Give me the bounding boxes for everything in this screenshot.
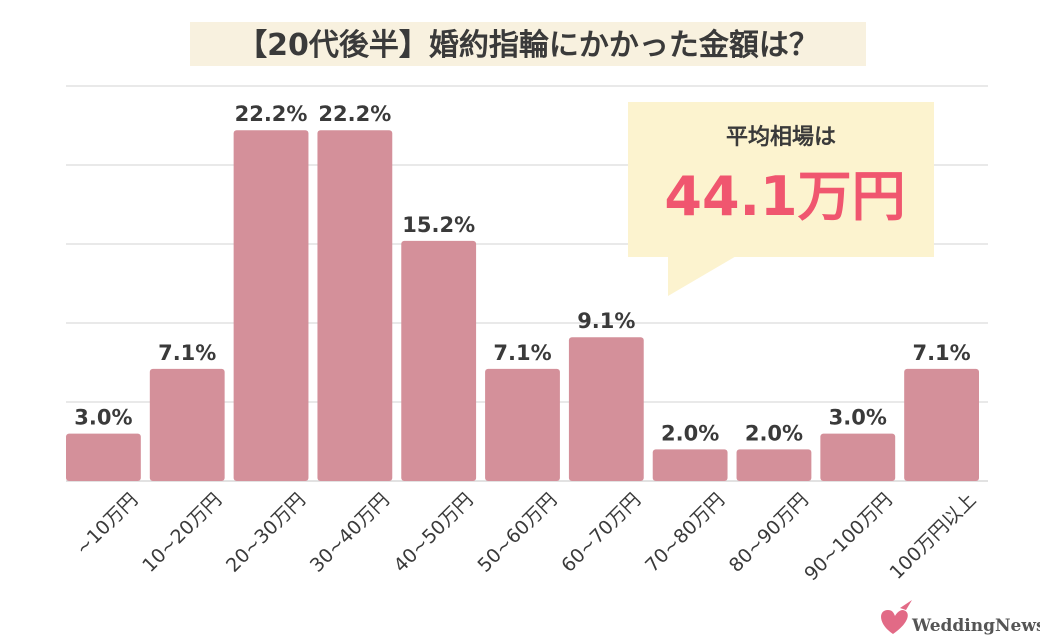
value-label-5: 15.2% <box>402 213 475 237</box>
bar-6 <box>485 368 560 481</box>
bars-group <box>66 130 979 482</box>
category-label-11: 100万円以上 <box>885 489 980 584</box>
category-label-2: 10~20万円 <box>138 489 226 577</box>
bar-9 <box>736 449 812 481</box>
bar-3 <box>233 130 309 482</box>
value-labels-group: 3.0% 7.1% 22.2% 22.2% 15.2% 7.1% 9.1% 2.0% 2.0% 3… <box>74 102 970 445</box>
category-label-5: 40~50万円 <box>390 489 478 577</box>
category-label-10: 90~100万円 <box>800 489 896 585</box>
value-label-4: 22.2% <box>318 102 391 126</box>
value-label-1: 3.0% <box>74 406 132 430</box>
category-label-1: ~10万円 <box>71 489 142 560</box>
dove-wing-shape <box>900 600 912 610</box>
value-label-6: 7.1% <box>493 341 551 365</box>
callout-value: 44.1万円 <box>664 165 905 228</box>
bar-2 <box>149 368 225 481</box>
brand-name: WeddingNews <box>911 616 1040 636</box>
value-label-9: 2.0% <box>745 421 803 445</box>
value-label-10: 3.0% <box>829 406 887 430</box>
title-highlight <box>190 22 866 66</box>
bar-5 <box>401 240 477 481</box>
category-label-4: 30~40万円 <box>306 489 394 577</box>
callout-heading: 平均相場は <box>726 124 836 150</box>
bar-1 <box>66 433 141 481</box>
category-label-6: 50~60万円 <box>473 489 561 577</box>
bar-7 <box>568 337 644 481</box>
category-ticks-group: ~10万円10~20万円20~30万円30~40万円40~50万円50~60万円… <box>71 489 980 585</box>
bar-11 <box>904 368 979 481</box>
bar-10 <box>820 433 896 481</box>
value-label-2: 7.1% <box>158 341 216 365</box>
value-label-11: 7.1% <box>912 341 970 365</box>
callout-box <box>628 102 934 257</box>
bar-4 <box>317 130 393 482</box>
value-label-7: 9.1% <box>577 309 635 333</box>
brand-logo: WeddingNews <box>881 600 1040 636</box>
category-label-7: 60~70万円 <box>557 489 645 577</box>
value-label-8: 2.0% <box>661 421 719 445</box>
chart-title: 【20代後半】婚約指輪にかかった金額は？ <box>237 28 819 63</box>
category-label-9: 80~90万円 <box>725 489 813 577</box>
callout-pointer <box>668 255 738 296</box>
category-label-3: 20~30万円 <box>222 489 310 577</box>
average-callout: 平均相場は 44.1万円 <box>628 102 934 296</box>
value-label-3: 22.2% <box>235 102 308 126</box>
category-label-8: 70~80万円 <box>641 489 729 577</box>
bar-8 <box>652 449 728 481</box>
dove-heart-icon <box>881 610 908 634</box>
